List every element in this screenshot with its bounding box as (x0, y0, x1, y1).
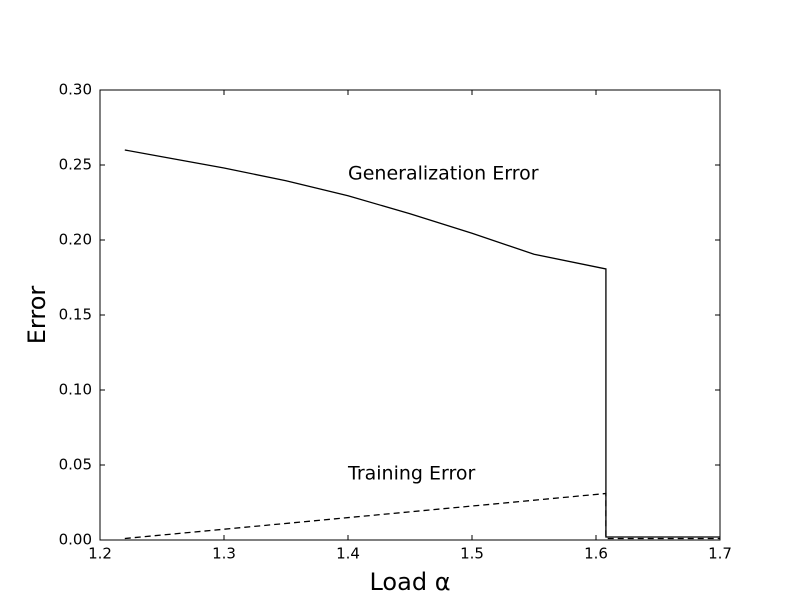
x-tick-label: 1.2 (88, 545, 112, 563)
x-axis-label: Load α (369, 568, 450, 596)
y-axis-label: Error (23, 286, 51, 345)
x-tick-label: 1.3 (212, 545, 236, 563)
y-tick-label: 0.25 (59, 156, 92, 174)
x-tick-label: 1.4 (336, 545, 360, 563)
x-tick-label: 1.6 (584, 545, 608, 563)
x-tick-label: 1.7 (708, 545, 732, 563)
y-tick-label: 0.10 (59, 381, 92, 399)
y-tick-label: 0.05 (59, 456, 92, 474)
x-tick-label: 1.5 (460, 545, 484, 563)
annotation: Training Error (347, 463, 476, 485)
series-line (124, 149, 720, 538)
y-tick-label: 0.30 (59, 81, 92, 99)
y-tick-label: 0.15 (59, 306, 92, 324)
series-line (124, 492, 720, 540)
y-tick-label: 0.20 (59, 231, 92, 249)
annotation: Generalization Error (348, 163, 539, 185)
y-tick-label: 0.00 (59, 531, 92, 549)
